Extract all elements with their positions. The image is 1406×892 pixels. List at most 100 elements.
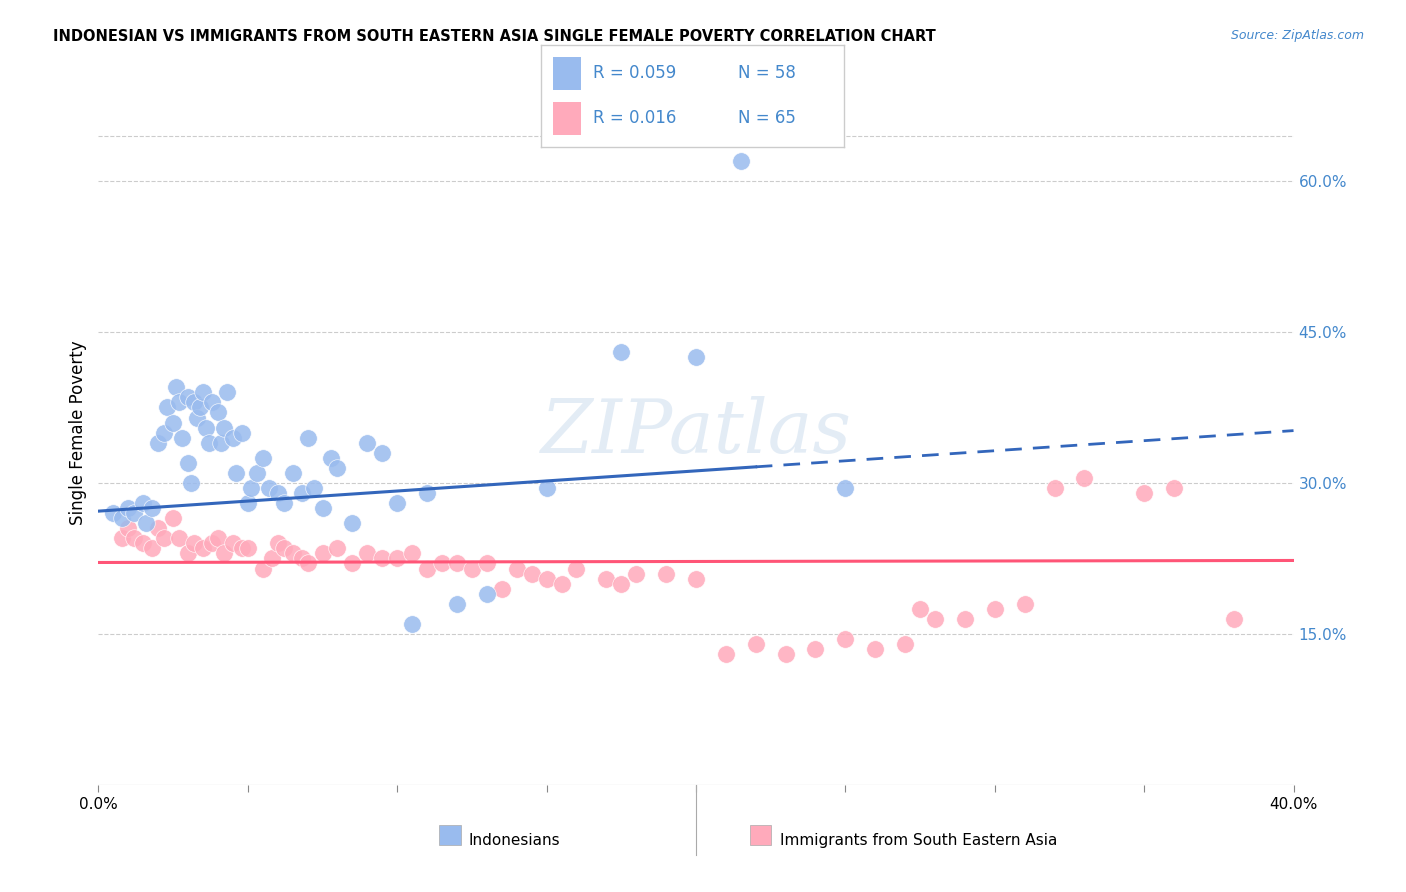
Point (536, 572, 558, 586)
Point (730, 153, 752, 168)
Point (132, 496, 155, 510)
FancyBboxPatch shape (554, 102, 581, 135)
Point (297, 557, 319, 571)
Point (371, 446, 394, 460)
Point (356, 546, 378, 560)
Point (520, 566, 543, 581)
Point (356, 435, 378, 450)
Text: N = 65: N = 65 (738, 110, 796, 128)
Point (246, 466, 269, 480)
Point (595, 572, 617, 586)
Point (135, 516, 157, 531)
Point (610, 345, 633, 359)
Point (267, 486, 290, 500)
Point (311, 546, 333, 560)
Point (834, 632, 856, 646)
Point (165, 380, 187, 394)
Point (685, 572, 707, 586)
Point (215, 385, 238, 400)
Point (132, 536, 155, 550)
Point (198, 435, 221, 450)
Point (655, 566, 678, 581)
Point (186, 410, 208, 425)
Point (111, 511, 134, 525)
Point (416, 486, 439, 500)
Point (117, 521, 139, 535)
Point (191, 385, 214, 400)
Point (201, 395, 224, 409)
Text: INDONESIAN VS IMMIGRANTS FROM SOUTH EASTERN ASIA SINGLE FEMALE POVERTY CORRELATI: INDONESIAN VS IMMIGRANTS FROM SOUTH EAST… (53, 29, 936, 44)
Point (177, 456, 200, 470)
Point (231, 425, 253, 440)
Point (177, 546, 200, 560)
Point (291, 551, 314, 566)
Point (188, 401, 211, 415)
Point (834, 481, 856, 495)
Point (685, 350, 707, 364)
Point (252, 561, 274, 575)
Point (804, 642, 827, 657)
Point (536, 481, 558, 495)
Point (167, 532, 190, 546)
Text: Immigrants from South Eastern Asia: Immigrants from South Eastern Asia (779, 833, 1057, 848)
Point (239, 481, 262, 495)
Point (321, 450, 343, 465)
Point (124, 532, 146, 546)
Text: ZIPatlas: ZIPatlas (540, 396, 852, 469)
Point (565, 561, 588, 575)
Point (302, 481, 325, 495)
Point (461, 561, 484, 575)
Point (297, 431, 319, 445)
Point (745, 637, 768, 651)
Point (153, 425, 176, 440)
Point (183, 536, 205, 550)
Point (177, 391, 200, 405)
Point (908, 601, 931, 615)
Point (311, 501, 333, 516)
Text: Indonesians: Indonesians (470, 833, 561, 848)
Point (1073, 471, 1095, 485)
Point (475, 557, 498, 571)
Point (401, 616, 423, 631)
Point (775, 647, 797, 661)
Point (212, 420, 235, 434)
Text: N = 58: N = 58 (738, 64, 796, 82)
Point (252, 450, 274, 465)
Point (148, 521, 170, 535)
Point (1223, 612, 1246, 626)
Point (180, 475, 202, 490)
Point (953, 612, 976, 626)
Point (148, 435, 170, 450)
Point (326, 541, 349, 556)
Point (162, 511, 184, 525)
Point (183, 395, 205, 409)
Point (209, 435, 232, 450)
Point (416, 561, 439, 575)
Point (610, 576, 633, 591)
Point (162, 416, 184, 430)
Point (225, 466, 247, 480)
Point (401, 546, 423, 560)
Point (141, 541, 163, 556)
Point (550, 576, 572, 591)
Point (894, 637, 917, 651)
Point (191, 541, 214, 556)
Point (231, 541, 253, 556)
Point (172, 431, 194, 445)
Point (1014, 597, 1036, 611)
Point (156, 401, 179, 415)
Text: R = 0.059: R = 0.059 (593, 64, 676, 82)
Point (212, 546, 235, 560)
Point (281, 466, 304, 480)
Point (236, 541, 259, 556)
Point (273, 496, 295, 510)
Point (267, 536, 290, 550)
Y-axis label: Single Female Poverty: Single Female Poverty (69, 341, 87, 524)
Point (207, 532, 229, 546)
Point (984, 601, 1007, 615)
Point (195, 420, 218, 434)
Point (865, 642, 887, 657)
Point (1163, 481, 1185, 495)
Point (342, 516, 364, 531)
Point (236, 496, 259, 510)
